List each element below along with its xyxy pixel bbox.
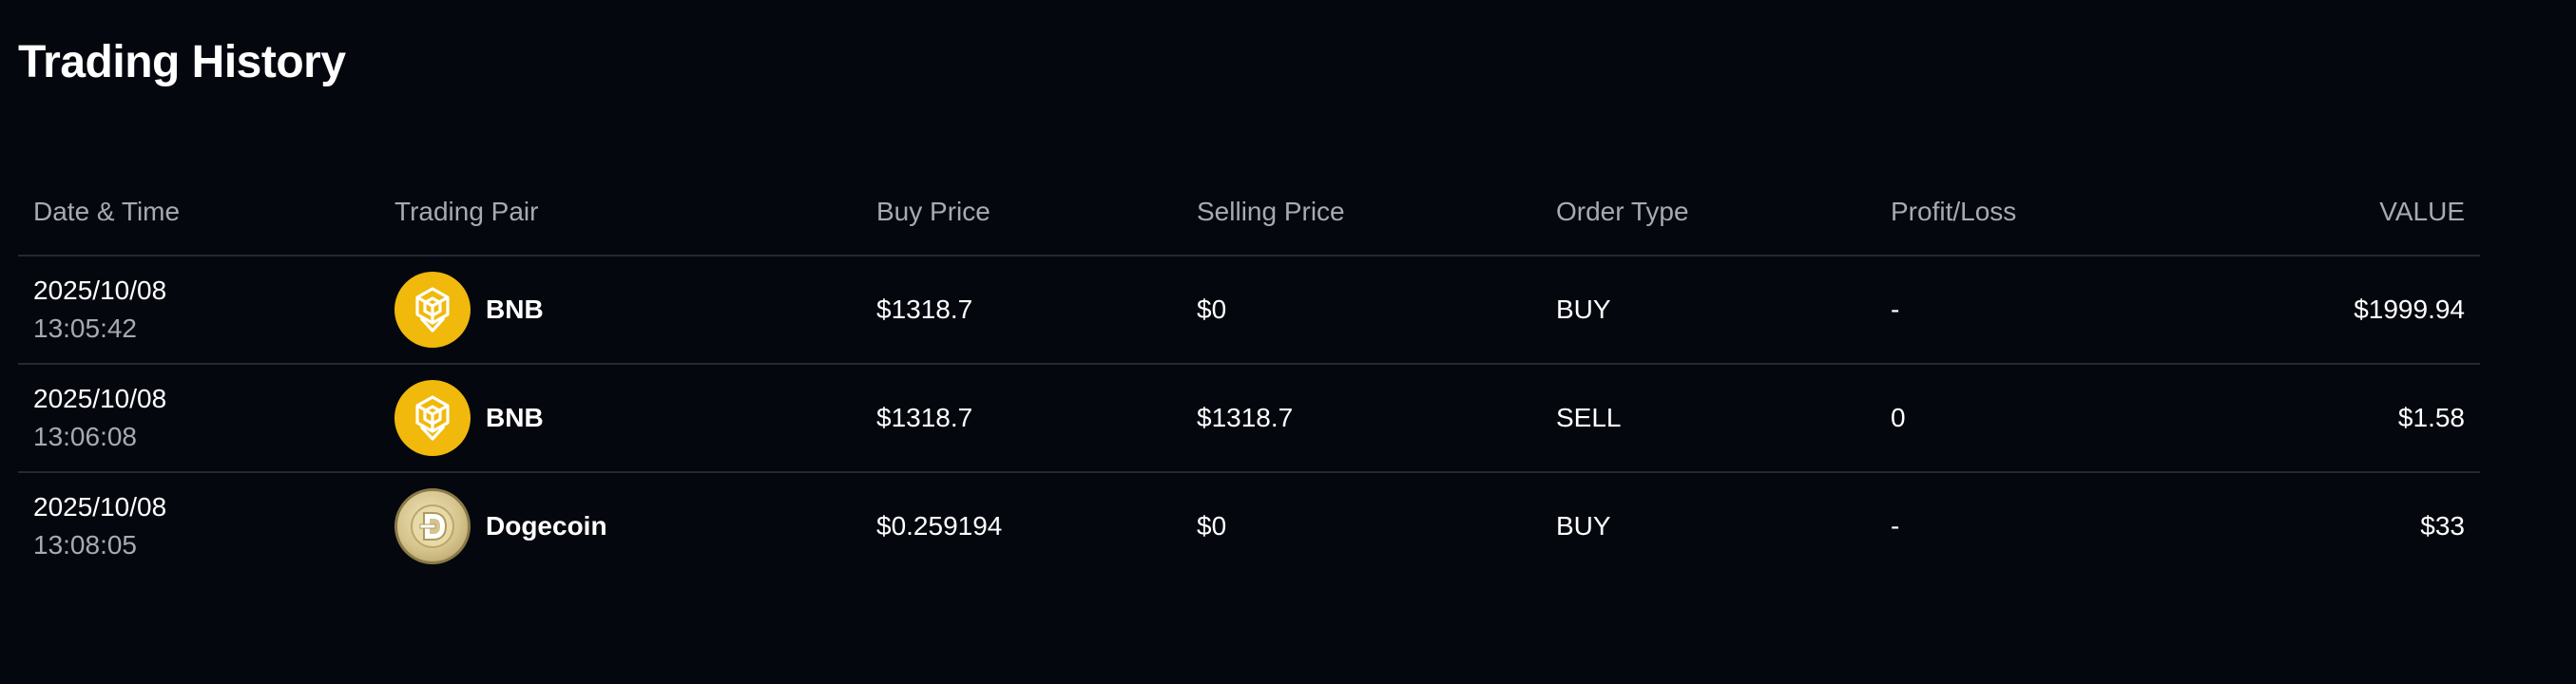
profit-loss-cell: 0 [1875, 364, 2213, 473]
buy-price-cell: $1318.7 [861, 256, 1182, 365]
value-cell: $1999.94 [2213, 256, 2480, 365]
buy-price-cell: $1318.7 [861, 364, 1182, 473]
bnb-icon [394, 380, 471, 456]
trade-time: 13:05:42 [33, 314, 137, 343]
value-cell: $33 [2420, 511, 2465, 541]
table-row[interactable]: 2025/10/08 13:08:05 Dogecoin [18, 472, 2480, 580]
date-time-cell: 2025/10/08 13:06:08 [18, 364, 379, 473]
trade-date: 2025/10/08 [33, 276, 167, 305]
column-header-buy-price[interactable]: Buy Price [861, 169, 1182, 256]
selling-price-cell: $0 [1182, 256, 1541, 365]
value-cell: $1.58 [2213, 364, 2480, 473]
trade-date: 2025/10/08 [33, 384, 167, 413]
table-row[interactable]: 2025/10/08 13:06:08 [18, 364, 2480, 473]
column-header-trading-pair[interactable]: Trading Pair [379, 169, 861, 256]
profit-loss-cell: - [1891, 511, 1900, 541]
trade-date: 2025/10/08 [33, 492, 167, 522]
date-time-cell: 2025/10/08 13:08:05 [18, 472, 379, 580]
table-row[interactable]: 2025/10/08 13:05:42 [18, 256, 2480, 365]
trading-pair-name: BNB [486, 294, 544, 324]
trading-pair-name: BNB [486, 403, 544, 432]
bnb-icon [394, 272, 471, 348]
buy-price-cell: $0.259194 [876, 511, 1003, 541]
column-header-order-type[interactable]: Order Type [1541, 169, 1875, 256]
dogecoin-icon [394, 488, 471, 564]
trading-pair-name: Dogecoin [486, 511, 607, 541]
table-header-row: Date & Time Trading Pair Buy Price Selli… [18, 169, 2480, 256]
order-type-cell: BUY [1556, 511, 1611, 541]
trading-history-table: Date & Time Trading Pair Buy Price Selli… [18, 169, 2480, 580]
trading-pair-cell: BNB [379, 364, 861, 473]
order-type-cell: BUY [1541, 256, 1875, 365]
page-title: Trading History [18, 37, 346, 87]
column-header-profit-loss[interactable]: Profit/Loss [1875, 169, 2213, 256]
order-type-cell: SELL [1541, 364, 1875, 473]
selling-price-cell: $1318.7 [1182, 364, 1541, 473]
trade-time: 13:06:08 [33, 422, 137, 451]
column-header-selling-price[interactable]: Selling Price [1182, 169, 1541, 256]
date-time-cell: 2025/10/08 13:05:42 [18, 256, 379, 365]
column-header-value[interactable]: VALUE [2213, 169, 2480, 256]
trading-pair-cell: BNB [379, 256, 861, 365]
trading-pair-cell: Dogecoin [379, 472, 861, 580]
selling-price-cell: $0 [1197, 511, 1227, 541]
profit-loss-cell: - [1875, 256, 2213, 365]
column-header-date-time[interactable]: Date & Time [18, 169, 379, 256]
trade-time: 13:08:05 [33, 530, 137, 560]
